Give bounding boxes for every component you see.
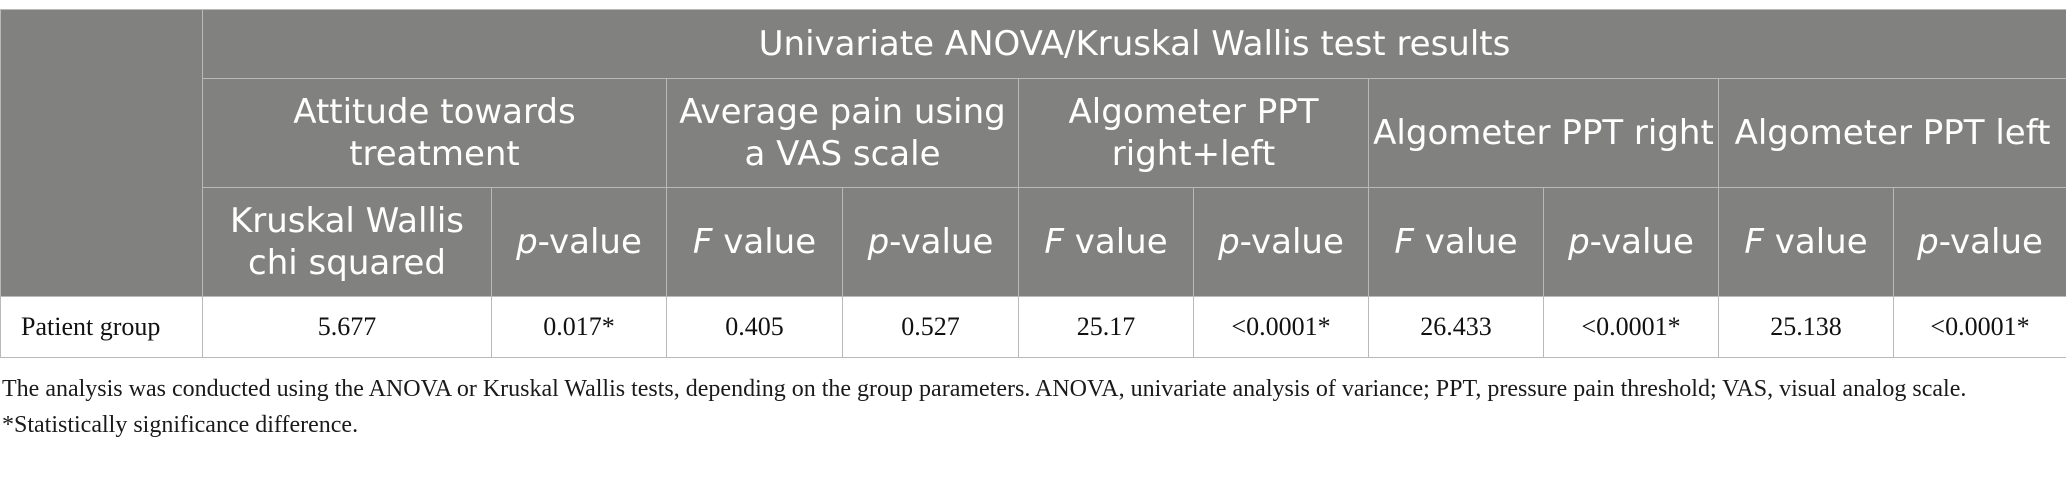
p-symbol: p (1568, 222, 1590, 262)
table-cell: 0.405 (666, 296, 843, 358)
group-header-average-pain: Average pain using a VAS scale (666, 78, 1019, 188)
p-value-suffix: -value (1239, 222, 1344, 262)
results-table: Univariate ANOVA/Kruskal Wallis test res… (0, 9, 2066, 358)
subheader-p-value: p-value (1193, 187, 1369, 297)
table-row: Patient group 5.677 0.017* 0.405 0.527 2… (0, 296, 2066, 358)
subheader-kruskal-line2: chi squared (248, 243, 446, 283)
group-header-attitude: Attitude towards treatment (202, 78, 667, 188)
subheader-kruskal-line1: Kruskal Wallis (229, 201, 465, 241)
footnote-abbreviations: The analysis was conducted using the ANO… (2, 376, 1967, 402)
table-cell: 0.017* (491, 296, 667, 358)
table-cell: <0.0001* (1193, 296, 1369, 358)
corner-header-cell (0, 9, 203, 297)
subheader-f-value: F value (1368, 187, 1544, 297)
p-value-suffix: -value (537, 222, 642, 262)
group-header-algometer-left: Algometer PPT left (1717, 78, 2066, 188)
p-value-suffix: -value (1589, 222, 1694, 262)
footnote-significance: *Statistically significance difference. (2, 412, 359, 438)
subheader-f-value: F value (1018, 187, 1194, 297)
f-value-suffix: value (1763, 222, 1868, 262)
subheader-p-value: p-value (1543, 187, 1719, 297)
results-table-container: Univariate ANOVA/Kruskal Wallis test res… (0, 9, 2066, 358)
f-value-suffix: value (1413, 222, 1518, 262)
subheader-f-value: F value (666, 187, 843, 297)
subheader-f-value: F value (1718, 187, 1894, 297)
subheader-p-value: p-value (842, 187, 1019, 297)
table-title: Univariate ANOVA/Kruskal Wallis test res… (201, 9, 2066, 79)
table-footnotes: The analysis was conducted using the ANO… (2, 371, 2062, 443)
f-value-suffix: value (712, 222, 817, 262)
subheader-p-value: p-value (1892, 187, 2066, 297)
group-header-algometer-right-left: Algometer PPT right+left (1018, 78, 1369, 188)
table-cell: 26.433 (1368, 296, 1544, 358)
p-symbol: p (867, 222, 890, 262)
table-cell: 25.17 (1018, 296, 1194, 358)
p-symbol: p (516, 222, 538, 262)
group-header-algometer-right: Algometer PPT right (1368, 78, 1719, 188)
f-symbol: F (692, 222, 713, 262)
table-cell: <0.0001* (1892, 296, 2066, 358)
table-cell: <0.0001* (1543, 296, 1719, 358)
f-value-suffix: value (1063, 222, 1168, 262)
subheader-p-value: p-value (491, 187, 667, 297)
row-label: Patient group (0, 296, 203, 358)
table-cell: 25.138 (1718, 296, 1894, 358)
f-symbol: F (1044, 222, 1064, 262)
f-symbol: F (1744, 222, 1764, 262)
p-symbol: p (1218, 222, 1240, 262)
p-value-suffix: -value (889, 222, 994, 262)
table-cell: 0.527 (842, 296, 1019, 358)
f-symbol: F (1394, 222, 1414, 262)
subheader-kruskal-chi-squared: Kruskal Wallis chi squared (202, 187, 492, 297)
table-cell: 5.677 (202, 296, 492, 358)
p-symbol: p (1917, 222, 1939, 262)
p-value-suffix: -value (1938, 222, 2043, 262)
